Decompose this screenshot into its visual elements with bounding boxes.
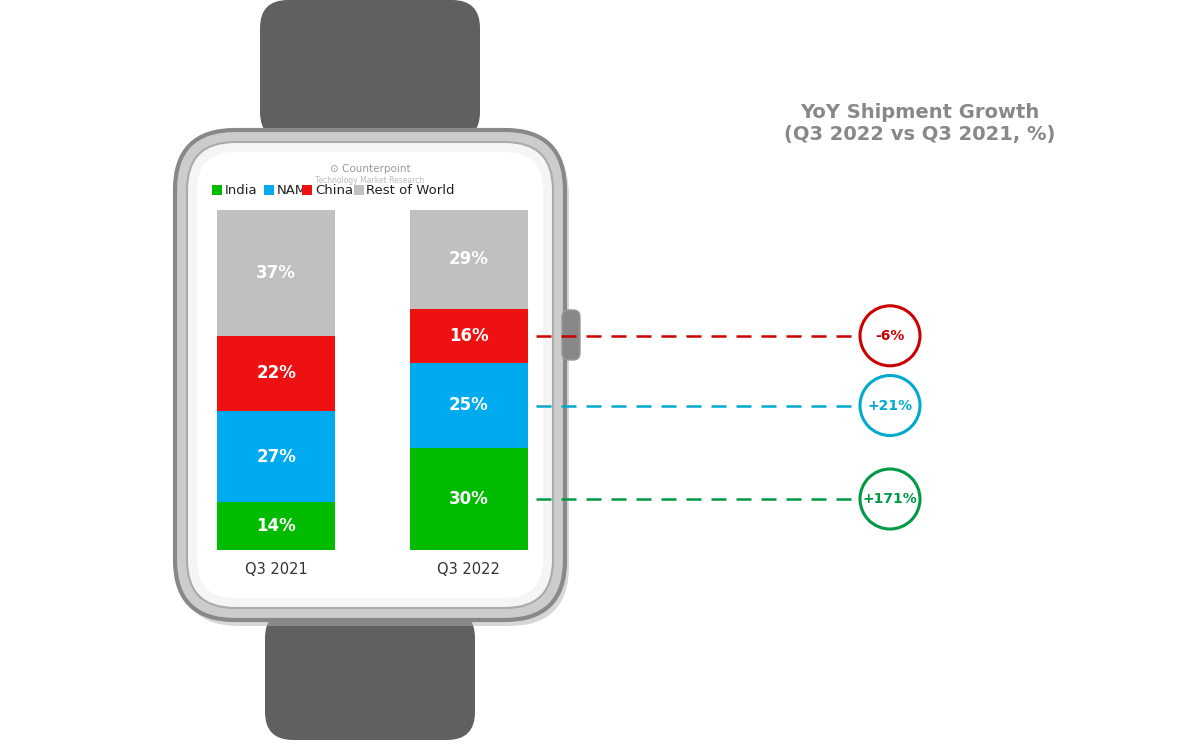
FancyBboxPatch shape bbox=[217, 503, 335, 550]
Text: 16%: 16% bbox=[449, 327, 488, 345]
Text: Technology Market Research: Technology Market Research bbox=[316, 176, 425, 185]
Text: YoY Shipment Growth: YoY Shipment Growth bbox=[800, 103, 1039, 122]
Text: ⊙ Counterpoint: ⊙ Counterpoint bbox=[330, 164, 410, 174]
FancyBboxPatch shape bbox=[187, 142, 553, 608]
FancyBboxPatch shape bbox=[265, 610, 475, 740]
Text: Q3 2021: Q3 2021 bbox=[245, 562, 307, 577]
Text: 29%: 29% bbox=[449, 251, 488, 268]
Circle shape bbox=[860, 469, 920, 529]
Text: +171%: +171% bbox=[863, 492, 917, 506]
FancyBboxPatch shape bbox=[410, 448, 528, 550]
FancyBboxPatch shape bbox=[260, 0, 480, 140]
FancyBboxPatch shape bbox=[410, 210, 528, 308]
FancyBboxPatch shape bbox=[410, 363, 528, 448]
Text: 14%: 14% bbox=[257, 518, 296, 536]
FancyBboxPatch shape bbox=[410, 308, 528, 363]
Circle shape bbox=[860, 306, 920, 366]
FancyBboxPatch shape bbox=[197, 152, 542, 598]
FancyBboxPatch shape bbox=[264, 185, 274, 195]
Text: -6%: -6% bbox=[875, 328, 905, 343]
Text: India: India bbox=[226, 184, 258, 196]
FancyBboxPatch shape bbox=[175, 130, 565, 620]
FancyBboxPatch shape bbox=[217, 410, 335, 503]
Text: China: China bbox=[314, 184, 353, 196]
FancyBboxPatch shape bbox=[354, 185, 364, 195]
FancyBboxPatch shape bbox=[212, 185, 222, 195]
Text: +21%: +21% bbox=[868, 398, 912, 412]
Text: NAM: NAM bbox=[276, 184, 307, 196]
FancyBboxPatch shape bbox=[217, 210, 335, 336]
Text: 27%: 27% bbox=[256, 448, 296, 466]
Text: Rest of World: Rest of World bbox=[366, 184, 455, 196]
FancyBboxPatch shape bbox=[562, 310, 580, 360]
Text: 25%: 25% bbox=[449, 397, 488, 415]
Text: 30%: 30% bbox=[449, 490, 488, 508]
Circle shape bbox=[860, 376, 920, 436]
FancyBboxPatch shape bbox=[217, 336, 335, 410]
FancyBboxPatch shape bbox=[179, 136, 569, 626]
FancyBboxPatch shape bbox=[302, 185, 312, 195]
Text: 37%: 37% bbox=[256, 264, 296, 282]
Text: Q3 2022: Q3 2022 bbox=[438, 562, 500, 577]
Text: (Q3 2022 vs Q3 2021, %): (Q3 2022 vs Q3 2021, %) bbox=[785, 125, 1056, 144]
Text: 22%: 22% bbox=[256, 364, 296, 382]
